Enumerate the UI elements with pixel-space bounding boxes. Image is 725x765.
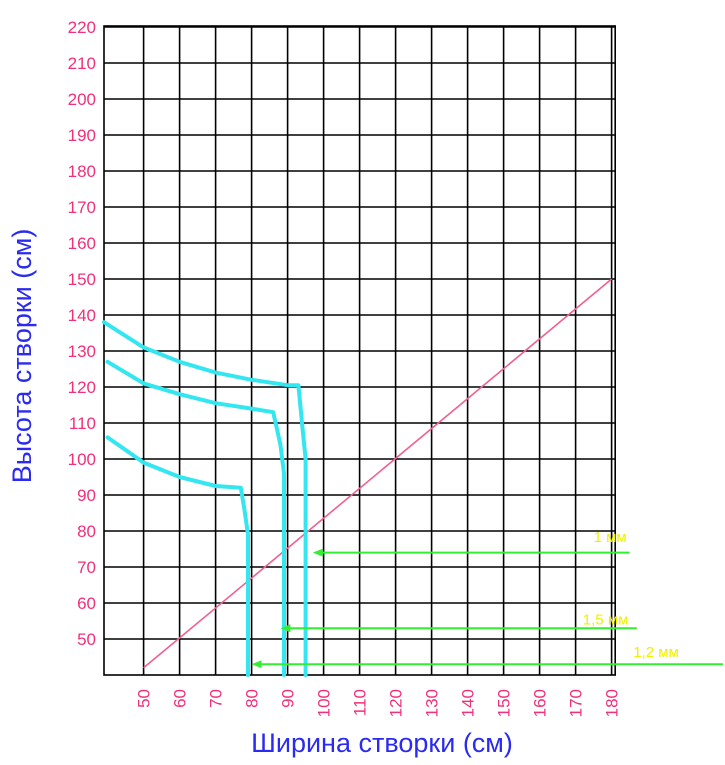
y-tick-label: 140: [68, 306, 96, 325]
y-tick-label: 160: [68, 234, 96, 253]
y-tick-label: 50: [77, 630, 96, 649]
series-curve-3: [105, 435, 250, 677]
x-tick-label: 160: [531, 689, 550, 717]
x-tick-label: 50: [135, 689, 154, 708]
x-tick-label: 70: [207, 689, 226, 708]
y-tick-label: 110: [69, 414, 96, 433]
y-tick-label: 70: [77, 558, 96, 577]
y-tick-label: 170: [68, 198, 96, 217]
y-tick-label: 220: [68, 18, 96, 37]
annotation-arrows: 1 мм 1,5 мм1,2 мм: [251, 529, 723, 669]
x-tick-label: 100: [315, 689, 334, 717]
diagonal-line: [143, 278, 613, 669]
series-curves: [102, 320, 308, 677]
y-tick-label: 190: [68, 126, 96, 145]
x-tick-label: 120: [387, 689, 406, 717]
x-tick-label: 130: [423, 689, 442, 717]
y-tick-label: 100: [68, 450, 96, 469]
series-curve-1: [102, 320, 308, 677]
diagonal-segment: [143, 278, 613, 669]
annotation-label-1: 1 мм: [594, 529, 627, 546]
y-tick-label: 90: [77, 486, 96, 505]
x-tick-labels: 50 60 70 80 90 100 110 120 130 140 150 160 170 180: [135, 689, 622, 717]
arrow-head-2: [280, 624, 291, 633]
annotation-label-2: 1,5 мм: [583, 612, 629, 629]
y-tick-label: 80: [77, 522, 96, 541]
x-tick-label: 80: [243, 689, 262, 708]
x-axis-label: Ширина створки (см): [251, 728, 513, 758]
x-tick-label: 60: [171, 689, 190, 708]
x-tick-label: 170: [567, 689, 586, 717]
arrow-head-3: [251, 660, 262, 669]
y-tick-label: 130: [68, 342, 96, 361]
arrow-head-1: [312, 548, 323, 557]
annotation-label-3: 1,2 мм: [633, 644, 679, 661]
y-tick-label: 120: [68, 378, 96, 397]
y-tick-label: 210: [68, 54, 96, 73]
y-tick-label: 150: [68, 270, 96, 289]
x-tick-label: 180: [603, 689, 622, 717]
y-tick-label: 180: [68, 162, 96, 181]
x-tick-label: 110: [351, 689, 370, 716]
y-tick-labels: 50 60 70 80 90 100 110 120 130 140 150 160 170 180 190…: [68, 18, 96, 649]
y-tick-label: 60: [77, 594, 96, 613]
grid: [103, 25, 617, 676]
y-tick-label: 200: [68, 90, 96, 109]
x-tick-label: 90: [279, 689, 298, 708]
x-tick-label: 150: [495, 689, 514, 717]
series-curve-2: [105, 359, 286, 677]
y-axis-label: Высота створки (см): [7, 229, 37, 484]
x-tick-label: 140: [459, 689, 478, 717]
